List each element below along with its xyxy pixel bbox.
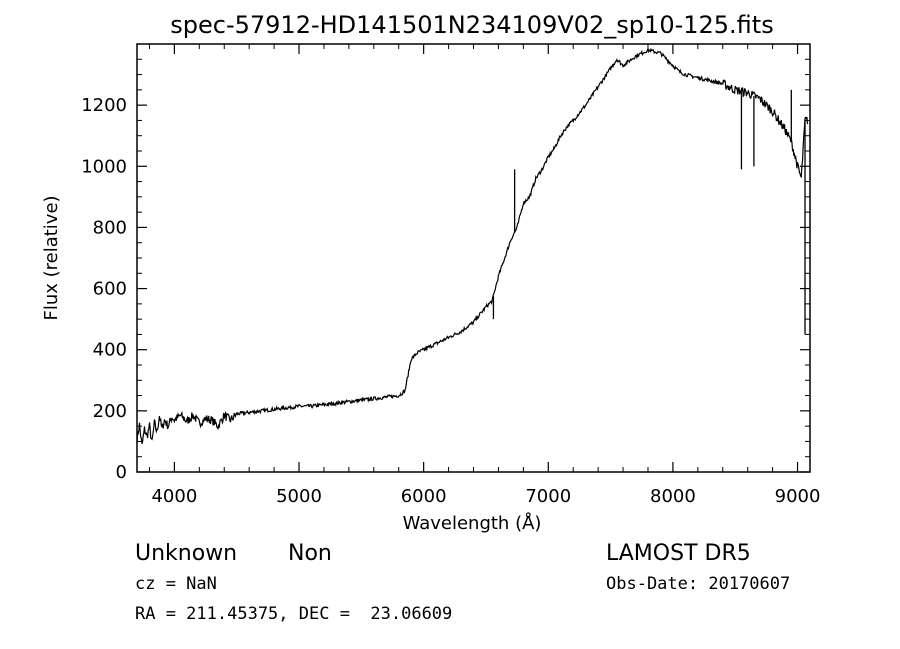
y-tick-label: 800 <box>93 217 127 238</box>
y-tick-label: 200 <box>93 401 127 422</box>
x-tick-label: 8000 <box>650 486 696 507</box>
x-tick-label: 7000 <box>525 486 571 507</box>
x-tick-label: 4000 <box>151 486 197 507</box>
object-class-label: Unknown <box>135 541 237 566</box>
y-tick-label: 1200 <box>81 95 127 116</box>
plot-frame <box>136 43 811 473</box>
x-axis-ticks: 4000 5000 6000 7000 8000 9000 <box>148 44 821 507</box>
y-tick-label: 1000 <box>81 156 127 177</box>
survey-label: LAMOST DR5 <box>606 541 751 566</box>
object-subclass-label: Non <box>288 541 332 566</box>
x-axis-label: Wavelength (Å) <box>403 512 542 534</box>
y-tick-label: 600 <box>93 279 127 300</box>
y-tick-label: 0 <box>116 462 127 483</box>
y-tick-label: 400 <box>93 340 127 361</box>
y-axis-ticks: 0 200 400 600 800 1000 1200 <box>81 58 810 483</box>
obs-date-label: Obs-Date: 20170607 <box>606 574 790 594</box>
spectrum-line <box>136 47 809 444</box>
spectrum-series <box>136 47 809 444</box>
x-tick-label: 6000 <box>401 486 447 507</box>
coordinates-label: RA = 211.45375, DEC = 23.06609 <box>135 604 452 624</box>
chart-title: spec-57912-HD141501N234109V02_sp10-125.f… <box>170 11 773 39</box>
redshift-label: cz = NaN <box>135 574 217 594</box>
y-axis-label: Flux (relative) <box>41 195 62 320</box>
x-tick-label: 9000 <box>775 486 821 507</box>
x-tick-label: 5000 <box>276 486 322 507</box>
